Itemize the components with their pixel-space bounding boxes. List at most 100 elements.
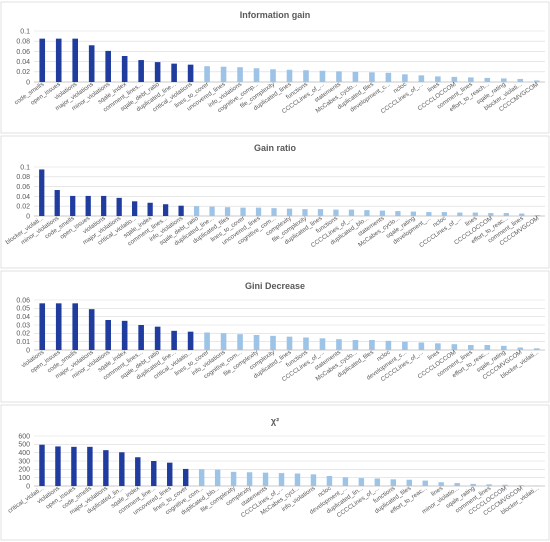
bar (317, 209, 324, 216)
bar (138, 60, 144, 82)
bar (352, 71, 359, 82)
bar (302, 209, 308, 216)
bar (484, 77, 491, 82)
bar (147, 202, 153, 216)
bar (119, 452, 125, 486)
bar (85, 195, 91, 216)
y-tick-label: 0 (26, 483, 30, 490)
bar (204, 66, 210, 82)
bar (105, 320, 111, 350)
chart-panel-3: Gini Decrease00.010.020.030.040.050.06vi… (0, 270, 550, 403)
y-tick-label: 200 (18, 467, 30, 474)
bar (88, 309, 95, 350)
y-tick-label: 0.06 (16, 184, 30, 191)
chart-panel-4: χ²0100200300400500600critical_violati...… (0, 404, 550, 541)
y-tick-label: 0.02 (16, 331, 30, 338)
y-tick-label: 0.04 (16, 59, 30, 66)
bar (451, 76, 458, 82)
bar (385, 340, 392, 350)
bar (135, 457, 141, 486)
bar (286, 336, 293, 350)
bar (101, 195, 107, 216)
bar (468, 345, 474, 350)
y-tick-label: 0.08 (16, 39, 30, 46)
panel-frame (0, 404, 550, 541)
bar (374, 478, 381, 486)
bar (55, 38, 62, 82)
bar (369, 340, 375, 350)
chart-title: Gini Decrease (245, 281, 305, 291)
panel-frame (0, 270, 550, 403)
bar (105, 50, 111, 82)
bar (402, 341, 408, 350)
y-tick-label: 0.02 (16, 69, 30, 76)
bar (178, 205, 184, 216)
y-tick-label: 600 (18, 433, 30, 440)
chart-panel-2: Gain ratio00.020.040.060.080.1blocker_vi… (0, 135, 550, 269)
y-tick-label: 0.08 (16, 174, 30, 181)
bar (253, 335, 260, 350)
y-tick-label: 0 (26, 79, 30, 86)
bar (209, 206, 215, 216)
bar (54, 190, 60, 216)
bar (71, 446, 77, 486)
bar (534, 485, 540, 487)
bar (534, 215, 540, 216)
bar (171, 330, 177, 350)
bar (472, 212, 478, 216)
bar (500, 345, 507, 350)
bar (517, 347, 524, 350)
bar (418, 342, 425, 350)
bar (310, 474, 317, 486)
y-tick-label: 500 (18, 442, 30, 449)
bar (379, 210, 386, 216)
bar (255, 207, 262, 216)
bar (72, 38, 79, 82)
bar (533, 348, 540, 350)
bar (336, 71, 342, 82)
bar (533, 80, 540, 82)
y-tick-label: 0.03 (16, 322, 30, 329)
bar (395, 211, 401, 216)
bar (121, 55, 128, 82)
bar (385, 72, 392, 82)
chart-title: χ² (271, 416, 279, 426)
bar (270, 69, 276, 82)
bar (72, 303, 79, 350)
chart-title: Information gain (240, 10, 311, 20)
bar (167, 462, 173, 486)
bar (204, 332, 210, 350)
bar (151, 461, 157, 486)
bar (224, 207, 231, 216)
bar (246, 472, 253, 486)
bar (319, 70, 326, 82)
bar (470, 483, 476, 486)
bar (87, 446, 93, 486)
bar (182, 468, 189, 486)
bar (103, 450, 109, 486)
bar (286, 208, 293, 216)
bar (502, 484, 508, 486)
bar (39, 169, 45, 216)
bar (457, 212, 463, 216)
bar (486, 484, 492, 486)
bar (451, 344, 458, 350)
bar (39, 303, 46, 350)
bar (438, 482, 444, 486)
bar (39, 444, 45, 486)
bar (162, 204, 169, 216)
bar (336, 339, 342, 350)
bar (303, 70, 309, 82)
y-tick-label: 0.02 (16, 204, 30, 211)
y-tick-label: 0.06 (16, 297, 30, 304)
bar (369, 72, 375, 82)
bar (326, 476, 333, 486)
bar (352, 340, 359, 350)
bar (333, 209, 339, 216)
y-tick-label: 0.04 (16, 194, 30, 201)
y-tick-label: 0 (26, 213, 30, 220)
bar (348, 209, 355, 216)
bar (70, 195, 76, 216)
